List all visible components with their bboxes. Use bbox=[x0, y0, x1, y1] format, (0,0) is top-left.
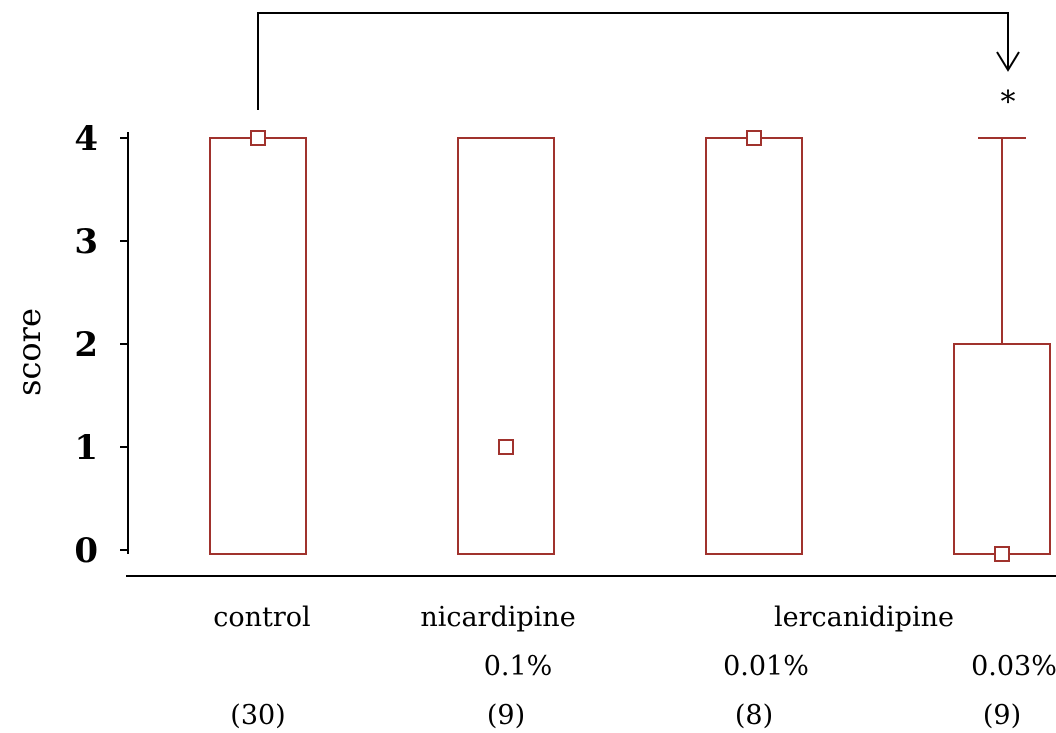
category-sublabel: 0.03% bbox=[971, 651, 1056, 682]
y-tick-label: 3 bbox=[74, 222, 98, 262]
bracket-line bbox=[257, 12, 1009, 110]
box-2 bbox=[705, 137, 803, 555]
significance-marker: * bbox=[1001, 85, 1016, 120]
category-label: control bbox=[213, 602, 310, 633]
sample-size-label: (9) bbox=[487, 700, 525, 731]
group-header-label: lercanidipine bbox=[774, 602, 954, 633]
category-label: nicardipine bbox=[420, 602, 575, 633]
sample-size-label: (9) bbox=[983, 700, 1021, 731]
boxes bbox=[209, 130, 1051, 562]
sample-size-label: (30) bbox=[230, 700, 285, 731]
category-labels: control (30) nicardipine 0.1% (9) 0.01% (8) 0.0… bbox=[213, 602, 1056, 731]
bracket-arrowhead bbox=[996, 51, 1020, 72]
y-tick-label: 1 bbox=[74, 428, 98, 468]
median-marker-2 bbox=[746, 130, 762, 146]
box-3 bbox=[953, 343, 1051, 555]
y-tick-label: 0 bbox=[74, 531, 98, 571]
category-sublabel: 0.01% bbox=[723, 651, 809, 682]
y-tick-label: 2 bbox=[74, 325, 98, 365]
median-marker-0 bbox=[250, 130, 266, 146]
axes: 0 1 2 3 4 score bbox=[10, 119, 1056, 577]
significance-bracket: * bbox=[257, 12, 1020, 120]
y-tick-label: 4 bbox=[74, 119, 98, 159]
box-0 bbox=[209, 137, 307, 555]
median-marker-1 bbox=[498, 439, 514, 455]
box-1 bbox=[457, 137, 555, 555]
sample-size-label: (8) bbox=[735, 700, 773, 731]
category-sublabel: 0.1% bbox=[484, 651, 553, 682]
y-axis-label: score bbox=[10, 308, 48, 396]
median-marker-3 bbox=[994, 546, 1010, 562]
